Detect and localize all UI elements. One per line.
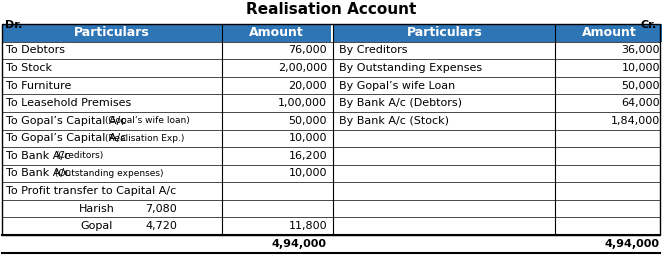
Text: To Gopal’s Capital A/c: To Gopal’s Capital A/c [6, 116, 126, 126]
Text: 50,000: 50,000 [622, 81, 660, 91]
Text: Dr.: Dr. [5, 20, 23, 30]
Text: 7,080: 7,080 [145, 204, 177, 214]
Text: Particulars: Particulars [74, 26, 150, 39]
Text: By Creditors: By Creditors [339, 46, 408, 55]
Text: 16,200: 16,200 [289, 151, 327, 161]
Text: By Bank A/c (Stock): By Bank A/c (Stock) [339, 116, 449, 126]
FancyBboxPatch shape [2, 24, 331, 42]
Text: To Furniture: To Furniture [6, 81, 71, 91]
Text: (Realisation Exp.): (Realisation Exp.) [105, 134, 185, 143]
Text: Particulars: Particulars [407, 26, 483, 39]
Text: To Bank A/c: To Bank A/c [6, 151, 70, 161]
Text: By Gopal’s wife Loan: By Gopal’s wife Loan [339, 81, 455, 91]
Text: 76,000: 76,000 [289, 46, 327, 55]
Text: Amount: Amount [582, 26, 637, 39]
Text: Gopal: Gopal [81, 221, 113, 231]
Text: 64,000: 64,000 [622, 98, 660, 108]
Text: (Outstanding expenses): (Outstanding expenses) [56, 169, 164, 178]
Text: 4,94,000: 4,94,000 [605, 239, 660, 249]
Text: To Debtors: To Debtors [6, 46, 65, 55]
Text: 36,000: 36,000 [622, 46, 660, 55]
Text: 20,000: 20,000 [289, 81, 327, 91]
Text: 50,000: 50,000 [289, 116, 327, 126]
Text: 10,000: 10,000 [289, 168, 327, 179]
Text: 4,94,000: 4,94,000 [272, 239, 327, 249]
Text: 4,720: 4,720 [145, 221, 177, 231]
Text: (Gopal’s wife loan): (Gopal’s wife loan) [105, 116, 190, 125]
Text: To Gopal’s Capital A/c: To Gopal’s Capital A/c [6, 133, 126, 143]
Text: 1,00,000: 1,00,000 [278, 98, 327, 108]
Text: Realisation Account: Realisation Account [246, 2, 416, 17]
Text: 2,00,000: 2,00,000 [278, 63, 327, 73]
Text: To Stock: To Stock [6, 63, 52, 73]
Text: To Leasehold Premises: To Leasehold Premises [6, 98, 131, 108]
Text: To Profit transfer to Capital A/c: To Profit transfer to Capital A/c [6, 186, 176, 196]
Bar [2, 24, 660, 235]
Text: Cr.: Cr. [641, 20, 657, 30]
Text: (Creditors): (Creditors) [56, 152, 104, 160]
Text: Harish: Harish [79, 204, 115, 214]
FancyBboxPatch shape [333, 24, 662, 42]
Text: 1,84,000: 1,84,000 [611, 116, 660, 126]
Text: 10,000: 10,000 [622, 63, 660, 73]
Text: 11,800: 11,800 [289, 221, 327, 231]
Text: Amount: Amount [249, 26, 304, 39]
Text: To Bank A/c: To Bank A/c [6, 168, 70, 179]
Text: By Outstanding Expenses: By Outstanding Expenses [339, 63, 482, 73]
Text: By Bank A/c (Debtors): By Bank A/c (Debtors) [339, 98, 462, 108]
Text: 10,000: 10,000 [289, 133, 327, 143]
